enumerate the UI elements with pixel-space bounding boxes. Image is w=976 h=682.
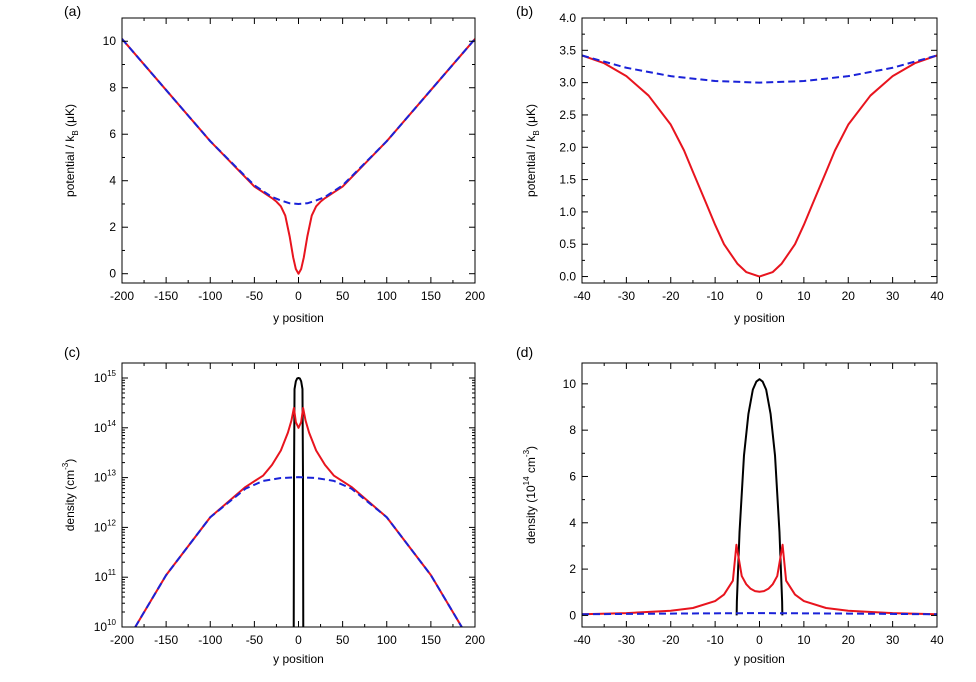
y-axis-label: potential / kB (μK) xyxy=(63,104,80,197)
x-tick-label: 0 xyxy=(756,633,763,647)
y-tick-label: 0.0 xyxy=(559,270,576,284)
y-tick-label: 1015 xyxy=(94,369,117,385)
y-tick-label: 8 xyxy=(569,423,576,437)
panel-4: -40 -30 -20 -10 0 10 20 30 40 0 2 4 6 8 10 y position de… xyxy=(516,344,944,666)
series-group xyxy=(582,378,937,616)
x-tick-label: -10 xyxy=(706,633,724,647)
y-tick-label: 10 xyxy=(103,34,117,48)
y-tick-label: 0 xyxy=(109,267,116,281)
panel-2: -40 -30 -20 -10 0 10 20 30 40 0.0 0.5 1.0 1.5 2.0 2.5 3… xyxy=(516,3,944,325)
series-line-1 xyxy=(735,378,784,616)
x-tick-label: 0 xyxy=(295,633,302,647)
x-axis-label: y position xyxy=(734,652,785,666)
x-tick-label: 200 xyxy=(465,289,485,303)
x-tick-label: -150 xyxy=(154,633,178,647)
x-axis-label: y position xyxy=(734,311,785,325)
x-tick-label: -200 xyxy=(110,289,134,303)
y-tick-label: 1013 xyxy=(94,469,117,485)
y-tick-label: 0 xyxy=(569,608,576,622)
y-tick-label: 2 xyxy=(569,562,576,576)
y-tick-label: 8 xyxy=(109,81,116,95)
y-tick-label: 6 xyxy=(569,469,576,483)
panel-label: (b) xyxy=(516,3,533,19)
x-tick-label: 200 xyxy=(465,633,485,647)
x-tick-label: 0 xyxy=(295,289,302,303)
plot-frame xyxy=(121,17,476,284)
x-tick-label: -50 xyxy=(246,289,264,303)
series-line-3 xyxy=(134,476,463,627)
series-line-2 xyxy=(582,543,937,616)
x-tick-label: -50 xyxy=(246,633,264,647)
x-tick-label: 50 xyxy=(336,289,350,303)
y-tick-label: 2.5 xyxy=(559,108,576,122)
panel-label: (d) xyxy=(516,344,533,360)
x-axis-label: y position xyxy=(273,311,324,325)
y-tick-label: 4 xyxy=(569,516,576,530)
y-axis-label: density (1014 cm-3) xyxy=(522,446,538,544)
x-tick-label: -20 xyxy=(662,633,680,647)
series-line-2 xyxy=(582,54,937,84)
y-tick-label: 0.5 xyxy=(559,237,576,251)
x-tick-label: 10 xyxy=(797,633,811,647)
series-group xyxy=(582,54,937,278)
y-tick-label: 1.5 xyxy=(559,173,576,187)
series-group xyxy=(134,376,463,627)
series-group xyxy=(122,38,475,275)
x-tick-label: -40 xyxy=(573,633,591,647)
x-tick-label: 100 xyxy=(377,633,397,647)
y-tick-label: 1.0 xyxy=(559,205,576,219)
panel-label: (a) xyxy=(64,3,81,19)
x-tick-label: 150 xyxy=(421,289,441,303)
series-line-1 xyxy=(122,38,475,275)
y-tick-label: 3.5 xyxy=(559,43,576,57)
y-tick-label: 3.0 xyxy=(559,76,576,90)
x-tick-label: 10 xyxy=(797,289,811,303)
y-tick-label: 1011 xyxy=(94,568,116,584)
plot-frame xyxy=(581,362,938,628)
x-tick-label: 40 xyxy=(930,633,944,647)
plot-frame xyxy=(121,362,476,628)
x-tick-label: -100 xyxy=(198,633,222,647)
y-tick-label: 1010 xyxy=(94,618,117,634)
x-tick-label: 30 xyxy=(886,633,900,647)
series-line-2 xyxy=(122,38,475,205)
y-tick-label: 10 xyxy=(563,377,577,391)
y-tick-label: 2.0 xyxy=(559,140,576,154)
x-axis-label: y position xyxy=(273,652,324,666)
x-tick-label: 50 xyxy=(336,633,350,647)
x-tick-label: 150 xyxy=(421,633,441,647)
panel-label: (c) xyxy=(64,344,80,360)
x-tick-label: -40 xyxy=(573,289,591,303)
x-tick-label: 0 xyxy=(756,289,763,303)
x-tick-label: -20 xyxy=(662,289,680,303)
y-tick-label: 2 xyxy=(109,220,116,234)
y-axis-label: potential / kB (μK) xyxy=(524,104,541,197)
y-tick-label: 4 xyxy=(109,174,116,188)
x-tick-label: 20 xyxy=(842,289,856,303)
x-tick-label: -30 xyxy=(618,289,636,303)
x-tick-label: -150 xyxy=(154,289,178,303)
x-tick-label: 40 xyxy=(930,289,944,303)
x-tick-label: 20 xyxy=(842,633,856,647)
panel-1: -200 -150 -100 -50 0 50 100 150 200 0 2 4 6 8 10 y posi… xyxy=(63,3,485,325)
x-tick-label: -10 xyxy=(706,289,724,303)
y-tick-label: 6 xyxy=(109,127,116,141)
y-tick-label: 4.0 xyxy=(559,11,576,25)
x-tick-label: -200 xyxy=(110,633,134,647)
x-tick-label: -100 xyxy=(198,289,222,303)
series-line-3 xyxy=(582,612,937,616)
x-tick-label: 30 xyxy=(886,289,900,303)
plot-frame xyxy=(581,17,938,284)
series-line-2 xyxy=(134,406,463,627)
panel-3: -200 -150 -100 -50 0 50 100 150 200 1010 1011 1012 1… xyxy=(61,344,485,666)
y-tick-label: 1014 xyxy=(94,419,117,435)
x-tick-label: -30 xyxy=(618,633,636,647)
x-tick-label: 100 xyxy=(377,289,397,303)
y-axis-label: density (cm-3) xyxy=(61,459,77,531)
series-line-1 xyxy=(582,54,937,278)
y-tick-label: 1012 xyxy=(94,518,117,534)
